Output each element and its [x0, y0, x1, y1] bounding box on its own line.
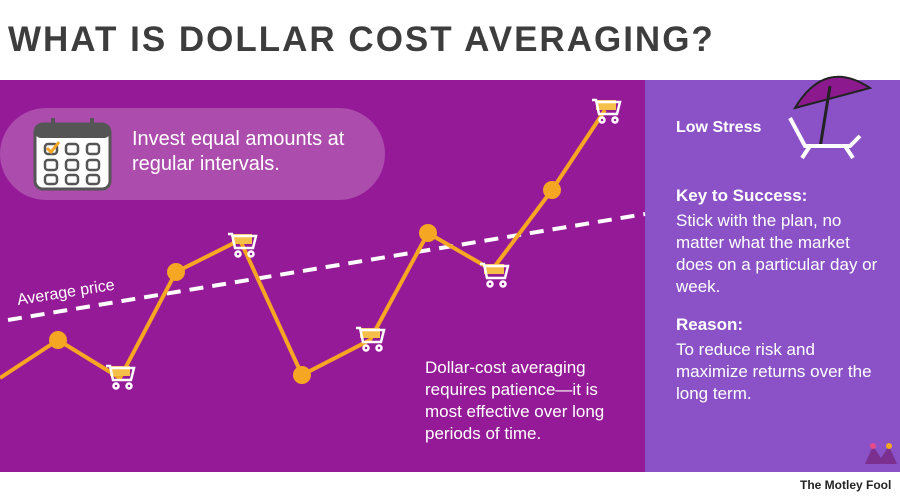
callout-text: Invest equal amounts at regular interval… [132, 128, 345, 175]
brand: The Motley Fool [800, 478, 892, 492]
title: WHAT IS DOLLAR COST AVERAGING? [8, 20, 715, 59]
reason-text: To reduce risk and maximize returns over… [676, 340, 872, 403]
reason-heading: Reason: [676, 315, 744, 334]
key-heading: Key to Success: [676, 186, 808, 205]
stress-label: Low Stress [676, 119, 762, 136]
note-text: Dollar-cost averaging requires patience—… [425, 358, 605, 443]
line-label: Average price [16, 277, 116, 309]
key-text: Stick with the plan, no matter what the … [676, 211, 878, 296]
